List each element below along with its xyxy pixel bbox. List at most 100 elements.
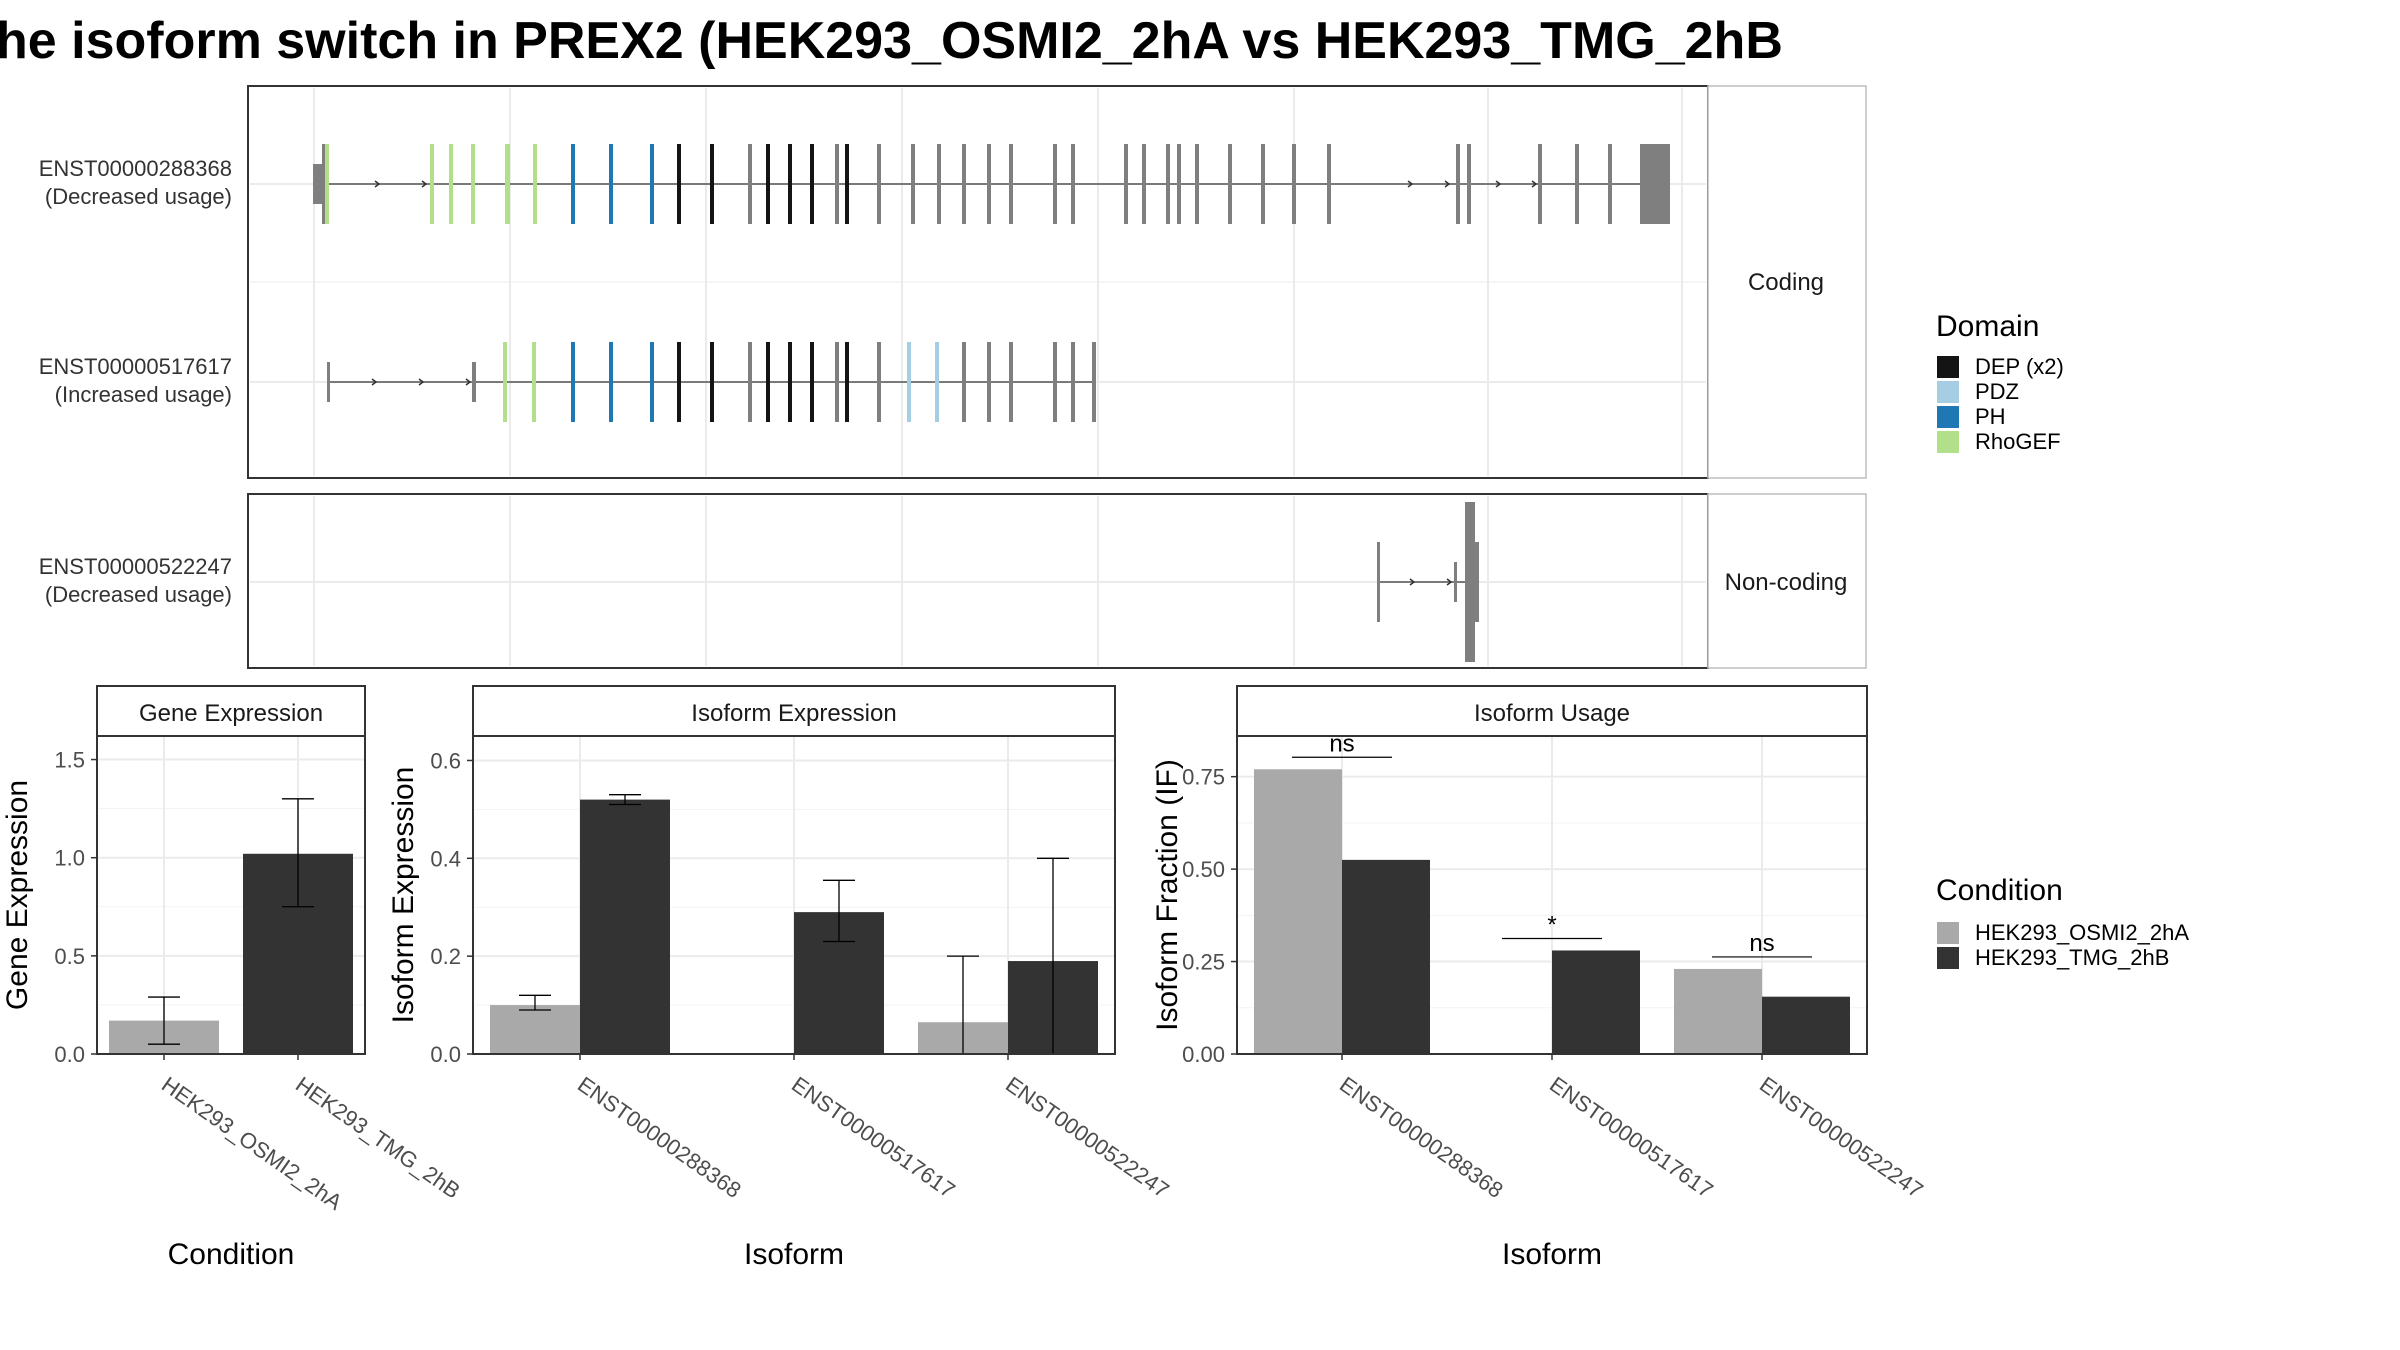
transcript-1-exon [325, 144, 329, 224]
x-tick-label: ENST00000288368 [1335, 1072, 1508, 1203]
transcript-2-direction-arrow [371, 378, 378, 386]
transcript-2-exon [1009, 342, 1013, 422]
transcript-1-exon [1640, 144, 1670, 224]
transcript-3-exon [1454, 562, 1457, 602]
transcript-1-exon [1142, 144, 1146, 224]
bar-charts: Gene Expression0.00.51.01.5HEK293_OSMI2_… [1, 685, 1928, 1271]
transcript-2-exon [710, 342, 714, 422]
transcript-2-exon [571, 342, 575, 422]
transcript-1-exon [1177, 144, 1181, 224]
bar [1674, 968, 1762, 1054]
transcript-2-exon [835, 342, 839, 422]
y-tick-label: 0.0 [430, 1042, 461, 1067]
transcript-1-exon [430, 144, 434, 224]
transcript-2-exon [472, 362, 476, 402]
transcript-1-exon [322, 144, 326, 224]
transcript-label-2: ENST00000517617 [39, 354, 232, 379]
transcript-1-exon [1456, 144, 1460, 224]
transcript-1-direction-arrow [374, 180, 381, 188]
transcript-2-exon [962, 342, 966, 422]
transcript-1-exon [1195, 144, 1199, 224]
plot-border [96, 735, 366, 1055]
x-tick-label: ENST00000517617 [1545, 1072, 1718, 1203]
transcript-usage-2: (Increased usage) [55, 382, 232, 407]
condition-legend-key [1937, 922, 1959, 944]
chart-title: Isoform Usage [1474, 700, 1630, 727]
transcript-1-exon [533, 144, 537, 224]
transcript-2-exon [650, 342, 654, 422]
transcript-1-exon [505, 144, 510, 224]
transcript-1-exon [1228, 144, 1232, 224]
transcript-2-exon [327, 362, 330, 402]
transcript-label-1: ENST00000288368 [39, 156, 232, 181]
transcript-1-direction-arrow [1444, 180, 1451, 188]
transcript-1-exon [1261, 144, 1265, 224]
bar [1342, 859, 1430, 1054]
domain-legend-label: RhoGEF [1975, 429, 2061, 454]
transcript-2-exon [788, 342, 792, 422]
transcript-1-exon [911, 144, 915, 224]
x-tick-label: ENST00000522247 [1001, 1072, 1174, 1203]
transcript-2-exon [503, 342, 507, 422]
transcript-1-exon [788, 144, 792, 224]
x-tick-label: ENST00000517617 [787, 1072, 960, 1203]
domain-legend-label: PDZ [1975, 379, 2019, 404]
domain-legend-key [1937, 381, 1959, 403]
significance-label: ns [1749, 930, 1774, 957]
x-tick-label: ENST00000522247 [1755, 1072, 1928, 1203]
transcript-1-exon [845, 144, 849, 224]
transcript-1-exon [766, 144, 770, 224]
transcript-label-3: ENST00000522247 [39, 554, 232, 579]
significance-label: ns [1329, 730, 1354, 757]
condition-legend-title: Condition [1936, 874, 2063, 907]
figure-title: he isoform switch in PREX2 (HEK293_OSMI2… [0, 12, 1783, 70]
x-axis-title: Isoform [744, 1238, 844, 1271]
chart-2: Isoform Expression 0.0 0.2 0.4 0.6 ENST000002… [387, 685, 1174, 1271]
y-tick-label: 0.00 [1182, 1042, 1225, 1067]
transcript-1-exon [810, 144, 814, 224]
domain-legend-title: Domain [1936, 310, 2039, 343]
x-axis-title: Isoform [1502, 1238, 1602, 1271]
transcript-1-exon [313, 164, 324, 204]
transcript-1-direction-arrow [1495, 180, 1502, 188]
y-axis-title: Gene Expression [1, 780, 34, 1010]
transcript-1-exon [571, 144, 575, 224]
condition-legend-label: HEK293_OSMI2_2hA [1975, 920, 2189, 945]
y-tick-label: 0.6 [430, 748, 461, 773]
transcript-2-exon [845, 342, 849, 422]
transcript-1-exon [471, 144, 475, 224]
transcript-2-direction-arrow [465, 378, 472, 386]
transcript-1-exon [962, 144, 966, 224]
transcript-usage-1: (Decreased usage) [45, 184, 232, 209]
transcript-2-exon [1092, 342, 1096, 422]
transcript-1-exon [1538, 144, 1542, 224]
domain-legend-label: DEP (x2) [1975, 354, 2064, 379]
transcript-3-direction-arrow [1409, 578, 1416, 586]
bar [1552, 950, 1640, 1054]
transcript-1-exon [1467, 144, 1471, 224]
x-axis-title: Condition [168, 1238, 295, 1271]
strip-coding: Coding [1748, 269, 1824, 296]
transcript-2-exon [935, 342, 939, 422]
bar [1762, 996, 1850, 1054]
transcript-2-exon [609, 342, 613, 422]
transcript-1-exon [1292, 144, 1296, 224]
transcript-1-direction-arrow [1531, 180, 1538, 188]
chart-3: Isoform Usage 0.00 0.25 0.50 0.75 ns * ns ENST00… [1151, 685, 1928, 1271]
transcript-1-exon [877, 144, 881, 224]
transcript-3-exon [1465, 502, 1475, 662]
transcript-1-exon [1053, 144, 1057, 224]
domain-legend-key [1937, 406, 1959, 428]
transcript-1-exon [1608, 144, 1612, 224]
transcript-3-exon [1474, 542, 1479, 622]
transcript-1-exon [937, 144, 941, 224]
y-axis-title: Isoform Expression [387, 767, 420, 1024]
bar [490, 1005, 580, 1054]
transcript-1-exon [1166, 144, 1170, 224]
condition-legend-label: HEK293_TMG_2hB [1975, 945, 2169, 970]
bar [1254, 769, 1342, 1054]
y-tick-label: 1.5 [54, 748, 85, 773]
y-tick-label: 0.5 [54, 944, 85, 969]
